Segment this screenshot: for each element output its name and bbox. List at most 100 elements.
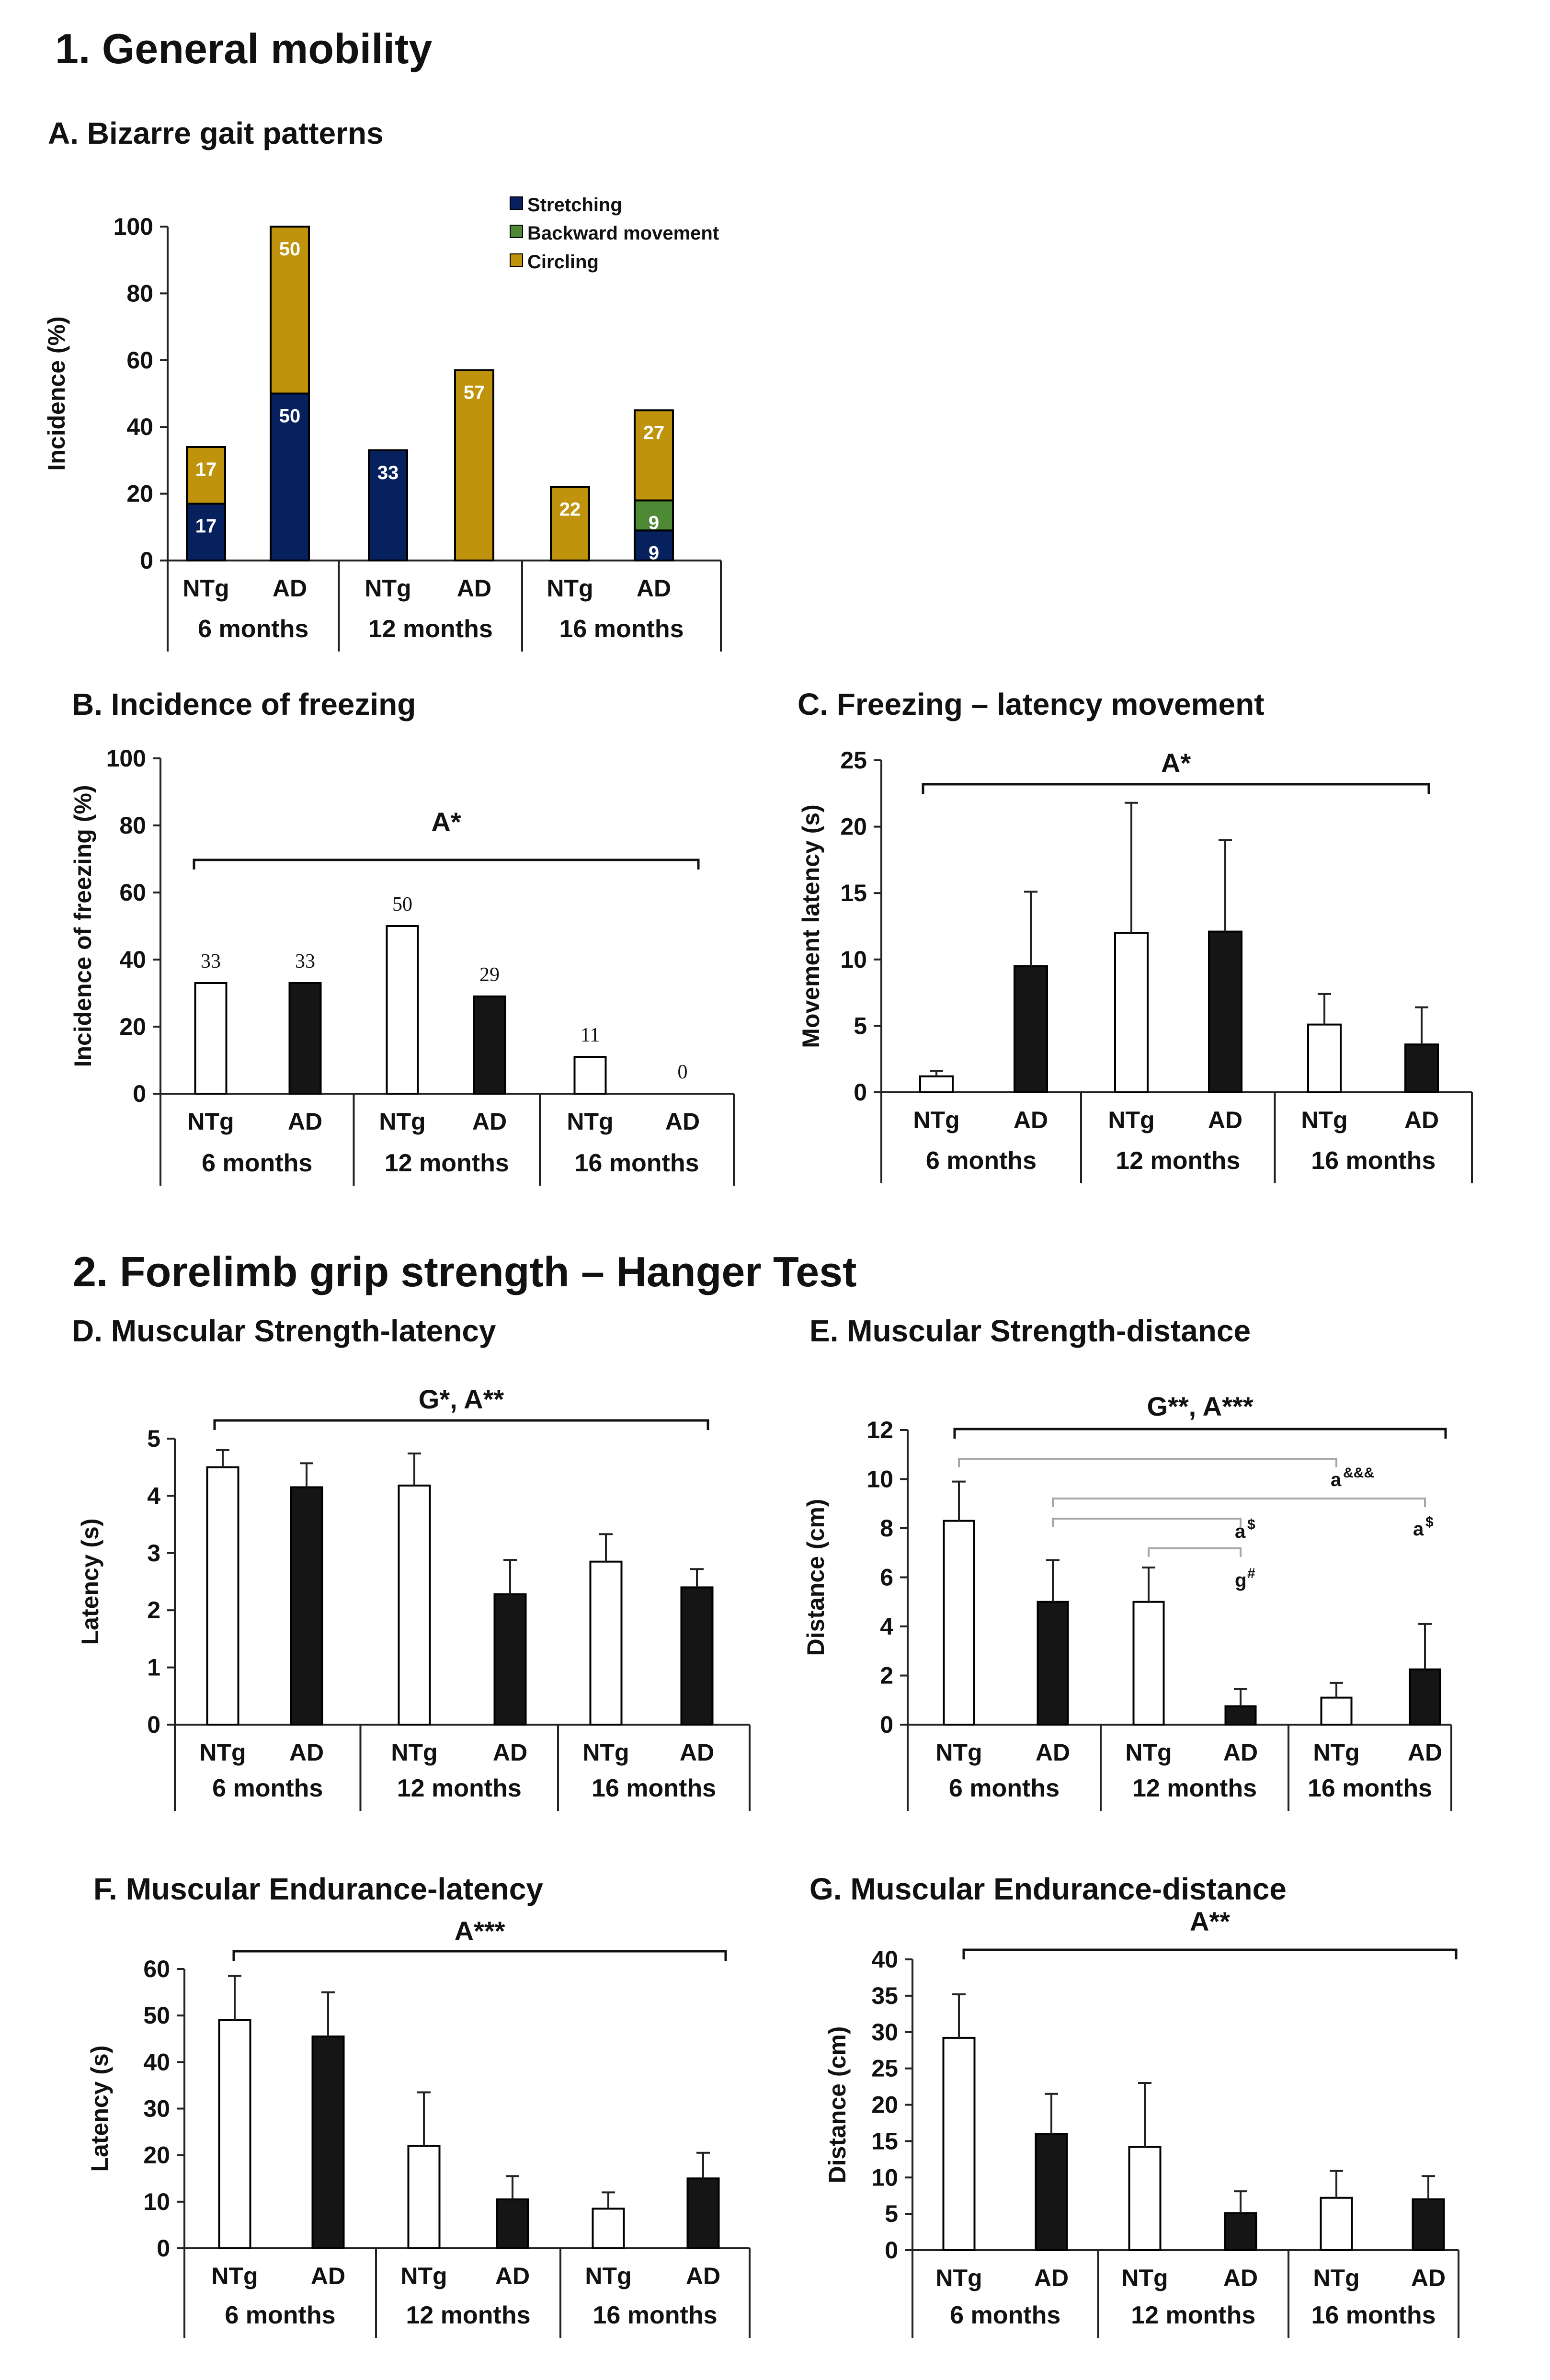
y-tick-label: 15 xyxy=(871,2128,898,2154)
pairwise-superscript: $ xyxy=(1247,1517,1255,1533)
legend-entry: Backward movement xyxy=(527,223,719,244)
bar-value-label: 0 xyxy=(678,1061,688,1083)
bar-value-label: 33 xyxy=(377,462,399,483)
x-category-label: NTg xyxy=(1121,2265,1168,2291)
y-tick-label: 60 xyxy=(126,347,153,374)
x-category-label: AD xyxy=(493,1739,527,1766)
x-category-label: NTg xyxy=(400,2263,447,2289)
chart-title: A. Bizarre gait patterns xyxy=(48,116,384,150)
x-category-label: NTg xyxy=(547,575,593,602)
charts-layer: A. Bizarre gait patterns020406080100Inci… xyxy=(43,116,1473,2338)
pairwise-superscript: $ xyxy=(1425,1514,1434,1530)
y-tick-label: 80 xyxy=(126,280,153,307)
x-group-label: 6 months xyxy=(926,1147,1037,1175)
legend-swatch xyxy=(510,196,523,210)
bar-segment xyxy=(368,449,408,561)
y-tick-label: 15 xyxy=(840,880,867,906)
x-group-label: 6 months xyxy=(225,2301,335,2329)
y-tick-label: 10 xyxy=(143,2188,170,2215)
x-category-label: AD xyxy=(311,2263,345,2289)
x-group-label: 12 months xyxy=(397,1774,522,1802)
significance-label: A** xyxy=(1190,1906,1230,1936)
significance-bracket xyxy=(962,1948,1458,1959)
y-tick-label: 20 xyxy=(126,481,153,507)
x-category-label: NTg xyxy=(1313,1739,1359,1766)
bar-value-label: 9 xyxy=(649,542,659,563)
pairwise-label: a xyxy=(1235,1521,1246,1542)
chart-title: C. Freezing – latency movement xyxy=(798,687,1265,721)
x-category-label: AD xyxy=(472,1108,507,1135)
y-tick-label: 20 xyxy=(143,2142,170,2169)
x-category-label: AD xyxy=(1036,1739,1070,1766)
bar-value-label: 9 xyxy=(649,513,659,534)
significance-label: A* xyxy=(1161,748,1191,778)
x-category-label: NTg xyxy=(935,2265,982,2291)
x-category-label: AD xyxy=(495,2263,530,2289)
chart-title: E. Muscular Strength-distance xyxy=(809,1314,1251,1348)
chart-title: F. Muscular Endurance-latency xyxy=(93,1872,543,1906)
chart-a: A. Bizarre gait patterns 0 20 40 60 80 100 Inci… xyxy=(43,116,722,652)
bar-value-label: 50 xyxy=(392,893,412,915)
bar xyxy=(1114,932,1149,1093)
legend-swatch xyxy=(510,253,523,267)
bar-value-label: 22 xyxy=(559,499,581,520)
bar-value-label: 57 xyxy=(464,382,485,403)
bar xyxy=(919,1075,954,1094)
bar xyxy=(407,2145,441,2250)
bar-segment xyxy=(186,446,226,505)
x-category-label: NTg xyxy=(1125,1739,1172,1766)
y-tick-label: 20 xyxy=(119,1013,146,1040)
x-category-label: NTg xyxy=(935,1739,982,1766)
bar-value-label: 50 xyxy=(279,406,301,427)
pairwise-label: g xyxy=(1235,1570,1246,1591)
chart-title: D. Muscular Strength-latency xyxy=(72,1314,496,1348)
x-category-label: AD xyxy=(665,1108,700,1135)
y-tick-label: 30 xyxy=(871,2019,898,2046)
x-group-label: 12 months xyxy=(385,1149,509,1177)
x-category-label: NTg xyxy=(1108,1107,1154,1133)
x-group-label: 12 months xyxy=(406,2301,530,2329)
significance-label: A*** xyxy=(455,1916,505,1946)
bar xyxy=(589,1560,623,1726)
y-tick-label: 12 xyxy=(866,1417,893,1443)
y-tick-label: 40 xyxy=(119,946,146,973)
y-axis-label: Movement latency (s) xyxy=(798,804,824,1048)
y-tick-label: 50 xyxy=(143,2002,170,2029)
x-group-label: 16 months xyxy=(592,1774,716,1802)
bar-segment xyxy=(634,409,674,502)
x-category-label: NTg xyxy=(211,2263,258,2289)
pairwise-superscript: &&& xyxy=(1343,1465,1374,1481)
y-tick-label: 4 xyxy=(880,1613,893,1640)
significance-bracket xyxy=(232,1950,727,1961)
bar xyxy=(1132,1601,1165,1726)
bar xyxy=(1412,2198,1445,2251)
bar-value-label: 27 xyxy=(643,422,665,443)
x-category-label: NTg xyxy=(567,1108,613,1135)
y-tick-label: 35 xyxy=(871,1982,898,2009)
y-axis-label: Incidence of freezing (%) xyxy=(69,785,96,1067)
chart-g: G. Muscular Endurance-distance 0 5 10 15 20 25… xyxy=(809,1872,1459,2338)
bar xyxy=(288,982,322,1095)
x-category-label: AD xyxy=(457,575,491,602)
y-tick-label: 4 xyxy=(147,1482,160,1509)
pairwise-bracket xyxy=(1148,1547,1242,1557)
bar xyxy=(493,1593,527,1726)
bar xyxy=(496,2198,529,2250)
x-category-label: AD xyxy=(288,1108,322,1135)
significance-bracket xyxy=(193,858,700,870)
chart-c: C. Freezing – latency movement 0 5 10 15 20 25… xyxy=(798,687,1473,1183)
y-tick-label: 20 xyxy=(840,813,867,840)
x-category-label: AD xyxy=(273,575,307,602)
pairwise-superscript: # xyxy=(1247,1566,1255,1581)
chart-f: F. Muscular Endurance-latency 0 10 20 30 40 50… xyxy=(86,1872,751,2338)
y-axis-label: Incidence (%) xyxy=(43,316,70,470)
x-group-label: 12 months xyxy=(368,615,493,643)
bar xyxy=(473,995,506,1095)
x-group-label: 16 months xyxy=(1311,1147,1436,1175)
x-category-label: AD xyxy=(1014,1107,1048,1133)
y-tick-label: 40 xyxy=(143,2048,170,2075)
significance-bracket xyxy=(213,1419,709,1430)
bar xyxy=(1320,2197,1353,2252)
chart-d: D. Muscular Strength-latency 0 1 2 3 4 5 Latenc… xyxy=(72,1314,751,1811)
x-category-label: AD xyxy=(680,1739,714,1766)
